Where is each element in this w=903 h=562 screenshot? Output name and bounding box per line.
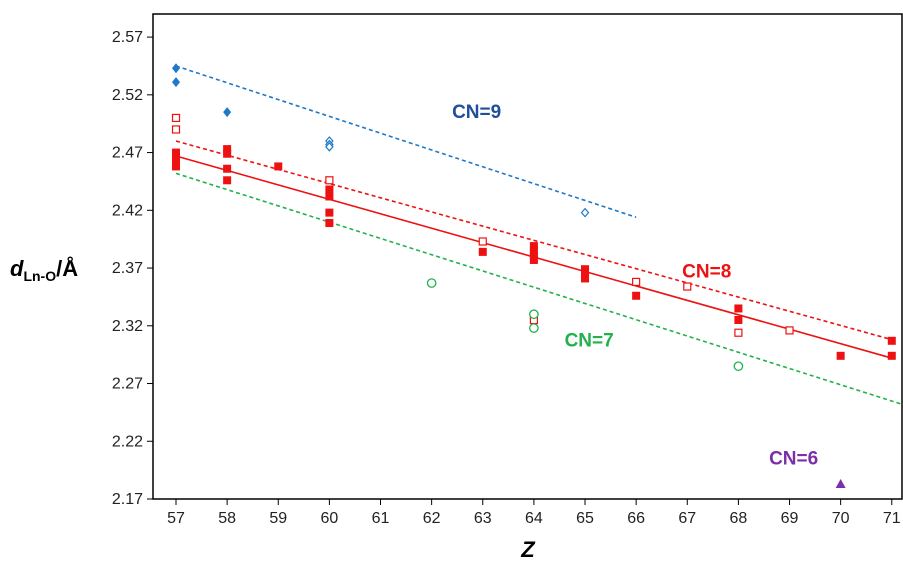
cn8_filled-point <box>529 242 538 251</box>
cn8_filled-point <box>529 246 538 255</box>
cn8_filled-point <box>172 148 181 157</box>
cn8_open-point <box>734 328 743 337</box>
x-tick-label: 71 <box>883 510 901 527</box>
cn-annotation: CN=9 <box>452 102 501 123</box>
cn8_filled-point <box>172 157 181 166</box>
x-tick-label: 62 <box>423 510 441 527</box>
cn8_filled-point <box>223 145 232 154</box>
cn8_filled-point <box>836 351 845 360</box>
y-tick-label: 2.52 <box>112 87 143 104</box>
fit-lines <box>175 65 903 406</box>
x-tick-label: 70 <box>832 510 850 527</box>
cn8_filled-point <box>581 265 590 274</box>
cn8_open-point <box>325 176 334 185</box>
cn8_filled-point <box>172 153 181 162</box>
y-tick-label: 2.27 <box>112 376 143 393</box>
cn-annotation: CN=8 <box>682 261 731 282</box>
x-tick-label: 68 <box>729 510 747 527</box>
x-tick-label: 60 <box>320 510 338 527</box>
fit-line-0 <box>175 65 637 218</box>
cn-annotation: CN=7 <box>565 331 614 352</box>
x-tick-label: 67 <box>678 510 696 527</box>
cn8_open-point <box>785 326 794 335</box>
data-points <box>171 63 896 488</box>
cn8_open-point <box>171 113 181 123</box>
y-axis-title-main: d <box>10 256 24 281</box>
y-tick-label: 2.32 <box>112 318 143 335</box>
x-tick-label: 59 <box>269 510 287 527</box>
fit-line-1 <box>175 140 892 341</box>
cn8_filled-point <box>529 255 538 264</box>
cn8_filled-point <box>223 164 232 173</box>
cn8_filled-point <box>223 176 232 185</box>
cn8_filled-point <box>529 251 538 260</box>
x-tick-label: 69 <box>781 510 799 527</box>
cn8_filled-point <box>581 269 590 278</box>
cn9_open-point <box>580 207 590 218</box>
cn8_filled-point <box>325 192 334 201</box>
cn8_filled-point <box>223 149 232 158</box>
x-tick-label: 63 <box>474 510 492 527</box>
cn9_filled-point <box>223 107 232 118</box>
x-tick-label: 61 <box>372 510 390 527</box>
x-tick-label: 65 <box>576 510 594 527</box>
cn9_open-point <box>325 141 334 152</box>
y-tick-label: 2.57 <box>112 29 143 46</box>
x-axis-ticks: 57 58 59 60 61 62 63 64 65 66 67 68 69 70 71 <box>167 499 901 527</box>
y-axis-title-sub: Ln-O <box>23 268 56 284</box>
cn7_open-point <box>529 323 539 333</box>
cn8_filled-point <box>581 274 590 283</box>
y-tick-label: 2.17 <box>112 491 143 508</box>
plot-frame <box>152 13 903 500</box>
y-axis-ticks: 2.17 2.22 2.27 2.32 2.37 2.42 2.47 2.52 2.57 <box>112 29 153 508</box>
cn8_filled-point <box>325 185 334 194</box>
cn7_open-point <box>426 278 437 288</box>
x-tick-label: 66 <box>627 510 645 527</box>
cn8_filled-point <box>274 162 283 171</box>
cn8_filled-point <box>325 208 334 217</box>
cn-annotation: CN=6 <box>769 448 818 469</box>
cn8_filled-point <box>172 162 181 171</box>
y-tick-label: 2.47 <box>112 145 143 162</box>
cn7_open-point <box>529 309 539 320</box>
cn8_filled-point <box>734 304 743 313</box>
x-tick-label: 57 <box>167 510 185 527</box>
x-tick-label: 64 <box>525 510 543 527</box>
cn8_open-point <box>171 125 181 134</box>
y-tick-label: 2.22 <box>112 433 143 450</box>
cn6_filled-point <box>835 478 846 488</box>
y-tick-label: 2.42 <box>112 202 143 219</box>
y-axis-title-unit: /Å <box>56 255 78 281</box>
fit-line-3 <box>175 172 903 406</box>
x-tick-label: 58 <box>218 510 236 527</box>
cn8_open-point <box>632 277 641 287</box>
cn8_filled-point <box>325 219 334 228</box>
cn9_filled-point <box>172 77 181 88</box>
y-tick-label: 2.37 <box>112 260 143 277</box>
cn8_filled-point <box>478 247 487 256</box>
cn7_open-point <box>733 361 744 372</box>
cn8_filled-point <box>887 336 896 345</box>
cn8_filled-point <box>632 291 641 300</box>
y-axis-title: dLn-O/Å <box>10 255 78 284</box>
cn8_filled-point <box>887 351 896 360</box>
cn9_filled-point <box>172 63 181 74</box>
cn8_filled-point <box>734 316 743 325</box>
cn8_open-point <box>478 237 487 246</box>
x-axis-title: Z <box>520 537 536 562</box>
cn8_open-point <box>683 282 692 291</box>
annotations: CN=9 CN=8 CN=7 CN=6 <box>452 102 818 469</box>
